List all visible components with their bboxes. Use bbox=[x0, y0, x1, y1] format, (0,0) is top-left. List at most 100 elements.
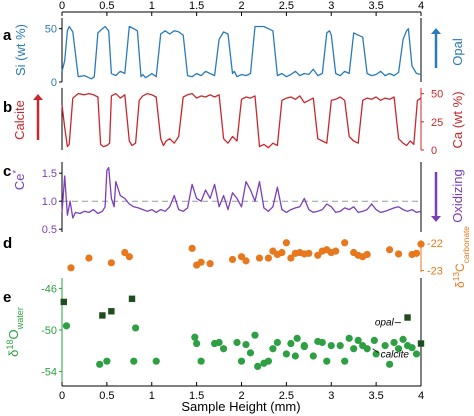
d-data-point bbox=[341, 239, 349, 247]
e-calcite-point bbox=[327, 342, 335, 350]
e-calcite-point bbox=[219, 345, 228, 353]
e-calcite-point bbox=[131, 324, 140, 332]
b-y-tick-label: 25 bbox=[431, 117, 443, 129]
bottom-x-tick-label: 3.5 bbox=[368, 390, 383, 402]
d-data-point bbox=[228, 255, 237, 264]
d-data-point bbox=[385, 246, 394, 254]
top-x-tick-label: 2 bbox=[238, 0, 244, 12]
top-x-tick-label: 1.5 bbox=[189, 0, 204, 12]
e-calcite-point bbox=[385, 360, 394, 368]
d-data-point bbox=[354, 251, 362, 259]
d-data-point bbox=[273, 250, 281, 259]
d-data-point bbox=[318, 247, 326, 255]
c-y-tick-label: 1.0 bbox=[42, 196, 57, 208]
top-x-tick-label: 0.5 bbox=[99, 0, 114, 12]
e-opal-point bbox=[99, 312, 106, 319]
c-oxidizing-arrow-head bbox=[431, 216, 441, 222]
e-annotation-calcite: calcite bbox=[381, 350, 410, 361]
bottom-x-tick-label: 4 bbox=[418, 390, 424, 402]
d-right-label-part: 13 bbox=[451, 272, 461, 282]
d-data-point bbox=[188, 244, 196, 252]
d-data-point bbox=[67, 264, 75, 272]
e-calcite-point bbox=[193, 339, 201, 348]
d-data-point bbox=[197, 258, 205, 266]
e-annotation-opal: opal bbox=[375, 318, 395, 329]
d-data-point bbox=[85, 254, 93, 262]
d-right-label-part: C bbox=[453, 263, 467, 272]
d-data-point bbox=[242, 257, 250, 265]
e-calcite-point bbox=[318, 338, 326, 347]
d-data-point bbox=[287, 254, 295, 262]
e-opal-point bbox=[404, 314, 411, 321]
e-calcite-point bbox=[412, 350, 421, 358]
e-calcite-point bbox=[363, 345, 371, 353]
panel-letters: a b c d e bbox=[3, 27, 12, 306]
e-calcite-point bbox=[246, 349, 255, 357]
panel-letter-b: b bbox=[3, 99, 12, 116]
e-calcite-point bbox=[408, 344, 416, 352]
e-calcite-point bbox=[269, 345, 277, 353]
e-calcite-point bbox=[237, 357, 246, 365]
d-data-point bbox=[107, 259, 115, 267]
e-calcite-point bbox=[293, 334, 301, 342]
series-line-a bbox=[61, 25, 422, 80]
d-data-point bbox=[417, 240, 425, 248]
e-calcite-point bbox=[300, 343, 308, 351]
e-calcite-point bbox=[264, 357, 273, 365]
top-x-tick-label: 1 bbox=[149, 0, 155, 12]
e-calcite-point bbox=[287, 339, 295, 348]
e-calcite-point bbox=[254, 362, 262, 370]
e-opal-point bbox=[417, 340, 425, 347]
e-calcite-point bbox=[399, 335, 407, 343]
e-opal-point bbox=[128, 295, 136, 302]
series-line-c bbox=[61, 166, 422, 219]
e-annotation-calcite-pointer bbox=[372, 348, 379, 354]
d-y-tick-label: -22 bbox=[427, 238, 443, 250]
d-data-point bbox=[305, 249, 313, 257]
e-calcite-point bbox=[152, 357, 160, 365]
bottom-x-tick-label: 1 bbox=[149, 390, 155, 402]
a-y-label: Si (wt %) bbox=[13, 24, 28, 76]
series-line-b bbox=[61, 92, 422, 149]
panel-letter-e: e bbox=[3, 289, 11, 306]
bottom-x-tick-label: 1.5 bbox=[189, 390, 204, 402]
bottom-x-tick-label: 3 bbox=[328, 390, 334, 402]
e-calcite-point bbox=[197, 357, 205, 365]
d-data-point bbox=[206, 260, 214, 268]
e-calcite-point bbox=[191, 333, 199, 341]
panel-letter-a: a bbox=[3, 27, 12, 44]
e-calcite-point bbox=[215, 338, 223, 347]
e-calcite-point bbox=[309, 352, 317, 360]
panel-letter-d: d bbox=[3, 235, 12, 252]
b-left-label: Calcite bbox=[12, 100, 27, 140]
e-calcite-point bbox=[345, 334, 353, 342]
e-opal-point bbox=[60, 298, 67, 306]
e-calcite-point bbox=[370, 336, 378, 344]
e-left-label: δ18Owater bbox=[5, 307, 25, 357]
d-data-point bbox=[264, 254, 273, 262]
e-calcite-point bbox=[350, 345, 358, 353]
bottom-x-tick-label: 0 bbox=[59, 390, 65, 402]
c-left-label-part: * bbox=[11, 169, 21, 173]
a-y-tick-label: 0 bbox=[51, 77, 57, 89]
a-right-label: Opal bbox=[450, 38, 465, 66]
bottom-x-tick-label: 0.5 bbox=[99, 390, 114, 402]
chart-panels: 0 50 Si (wt %) Opal 0 25 50 Calcite Ca (wt %) 0.5… bbox=[5, 18, 471, 382]
e-calcite-point bbox=[282, 350, 290, 358]
d-data-point bbox=[412, 249, 421, 257]
e-left-label-part: δ bbox=[6, 350, 21, 357]
e-calcite-point bbox=[251, 331, 259, 339]
e-y-tick-label: -54 bbox=[41, 367, 57, 379]
top-x-tick-label: 3.5 bbox=[368, 0, 383, 12]
e-calcite-point bbox=[323, 357, 331, 365]
e-calcite-point bbox=[242, 340, 250, 349]
d-y-tick-label: -23 bbox=[427, 266, 443, 278]
top-x-tick-label: 0 bbox=[59, 0, 65, 12]
d-data-point bbox=[255, 254, 264, 262]
e-calcite-point bbox=[354, 336, 362, 344]
e-calcite-point bbox=[336, 342, 344, 350]
top-x-tick-label: 3 bbox=[328, 0, 334, 12]
top-x-tick-label: 2.5 bbox=[279, 0, 294, 12]
x-axis-label: Sample Height (mm) bbox=[181, 399, 300, 414]
e-calcite-point bbox=[291, 352, 299, 360]
